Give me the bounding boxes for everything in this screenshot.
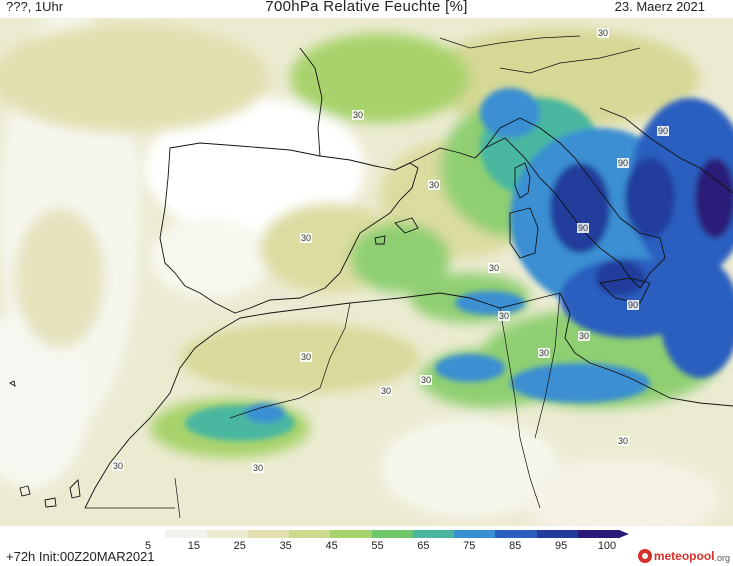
colorbar-segment (289, 530, 331, 538)
coastlines (9, 35, 733, 519)
valid-day-label: ???, 1Uhr (6, 0, 64, 14)
colorbar-tick-label: 15 (187, 540, 201, 552)
contour-label: 30 (597, 28, 610, 38)
colorbar-arrow (619, 530, 629, 538)
colorbar-segment (165, 530, 207, 538)
colorbar-tick-label: 45 (325, 540, 338, 552)
contour-label: 30 (617, 436, 630, 446)
colorbar-tick-label: 100 (597, 540, 617, 552)
contour-label: 90 (617, 158, 630, 168)
humidity-field (0, 18, 733, 526)
colorbar-segment (577, 530, 620, 538)
colorbar-tick-label: 95 (554, 540, 568, 552)
contour-label: 30 (578, 331, 591, 341)
colorbar-segment (412, 530, 455, 538)
contour-label: 90 (627, 300, 640, 310)
colorbar-segment (495, 530, 537, 538)
map-title: 700hPa Relative Feuchte [%] (265, 0, 468, 15)
colorbar-segment (124, 530, 166, 538)
colorbar-segment (371, 530, 414, 538)
contour-label: 30 (420, 375, 433, 385)
logo-tld: .org (714, 552, 730, 563)
contour-label: 30 (380, 386, 393, 396)
init-time-label: +72h Init:00Z20MAR2021 (6, 549, 155, 564)
colorbar-tick-label: 85 (509, 540, 522, 552)
meteopool-logo-icon (637, 549, 652, 563)
colorbar-segment (454, 530, 496, 538)
logo-text: meteopool (653, 549, 715, 563)
colorbar-segment (247, 530, 290, 538)
colorbar-tick-label: 35 (279, 540, 292, 552)
contour-label: 30 (352, 110, 365, 120)
colorbar-tick-label: 75 (463, 540, 476, 552)
contour-label: 90 (657, 126, 670, 136)
contour-label: 30 (428, 180, 441, 190)
colorbar-segment (206, 530, 249, 538)
contour-label: 90 (577, 223, 590, 233)
colorbar-tick-label: 55 (371, 540, 384, 552)
colorbar-tick-label: 5 (144, 540, 152, 552)
contour-label: 30 (538, 348, 551, 358)
colorbar-segment (536, 530, 579, 538)
contour-label: 30 (300, 352, 313, 362)
colorbar-segment (330, 530, 372, 538)
humidity-map: 30 30 30 30 30 30 30 30 30 30 30 30 30 3… (0, 18, 733, 526)
contour-label: 30 (300, 233, 313, 243)
colorbar-tick-label: 65 (417, 540, 430, 552)
contour-label: 30 (252, 463, 265, 473)
meteopool-logo: meteopool .org (637, 547, 730, 565)
header: ???, 1Uhr 700hPa Relative Feuchte [%] 23… (0, 0, 733, 18)
colorbar (124, 530, 629, 538)
contour-label: 30 (112, 461, 125, 471)
valid-date-label: 23. Maerz 2021 (614, 0, 705, 14)
contour-label: 30 (498, 311, 511, 321)
colorbar-tick-label: 25 (233, 540, 246, 552)
contour-label: 30 (488, 263, 501, 273)
